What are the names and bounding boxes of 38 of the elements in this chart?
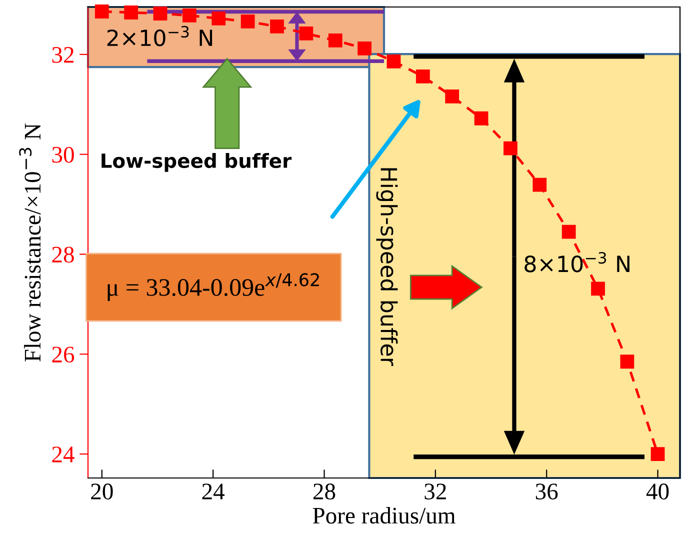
point bbox=[240, 14, 255, 28]
annotation: 2×10$^{−3}$ N bbox=[107, 26, 212, 46]
x-tick-label: 28 bbox=[313, 484, 336, 500]
point bbox=[504, 141, 518, 156]
x-tick-label: 24 bbox=[202, 484, 225, 500]
y-tick-label: 30 bbox=[52, 146, 74, 163]
point bbox=[94, 4, 109, 18]
point bbox=[532, 178, 547, 192]
annotation: Low-speed buffer bbox=[102, 153, 292, 172]
point bbox=[620, 354, 634, 369]
point bbox=[416, 69, 430, 84]
y-tick-label: 24 bbox=[52, 446, 74, 462]
point bbox=[328, 34, 342, 48]
point bbox=[124, 6, 138, 20]
annotation: High-speed buffer bbox=[376, 168, 398, 366]
y-tick-label: 28 bbox=[52, 246, 74, 263]
point bbox=[386, 54, 401, 68]
point bbox=[562, 224, 576, 239]
point bbox=[474, 111, 488, 126]
annotation: 8×10$^{−3}$ N bbox=[524, 252, 630, 272]
annotation: μ = 33.04-0.09e$^{x/4.62}$ bbox=[108, 273, 319, 302]
x-tick-label: 20 bbox=[91, 484, 113, 500]
point bbox=[182, 8, 196, 22]
point bbox=[591, 282, 605, 296]
point bbox=[270, 20, 284, 34]
point bbox=[650, 447, 665, 461]
point bbox=[445, 89, 460, 104]
point bbox=[358, 42, 372, 56]
x-tick-label: 36 bbox=[536, 484, 558, 500]
x-axis-title: Pore radius/um bbox=[312, 507, 456, 524]
x-tick-label: 32 bbox=[424, 484, 446, 500]
y-axis-title: Flow resistance/×10$^{−3}$ N bbox=[19, 124, 41, 362]
x-tick-label: 40 bbox=[646, 484, 669, 500]
point bbox=[153, 6, 168, 20]
y-tick-label: 32 bbox=[52, 47, 74, 63]
point bbox=[299, 26, 314, 40]
y-tick-label: 26 bbox=[52, 346, 74, 363]
point bbox=[212, 12, 226, 26]
